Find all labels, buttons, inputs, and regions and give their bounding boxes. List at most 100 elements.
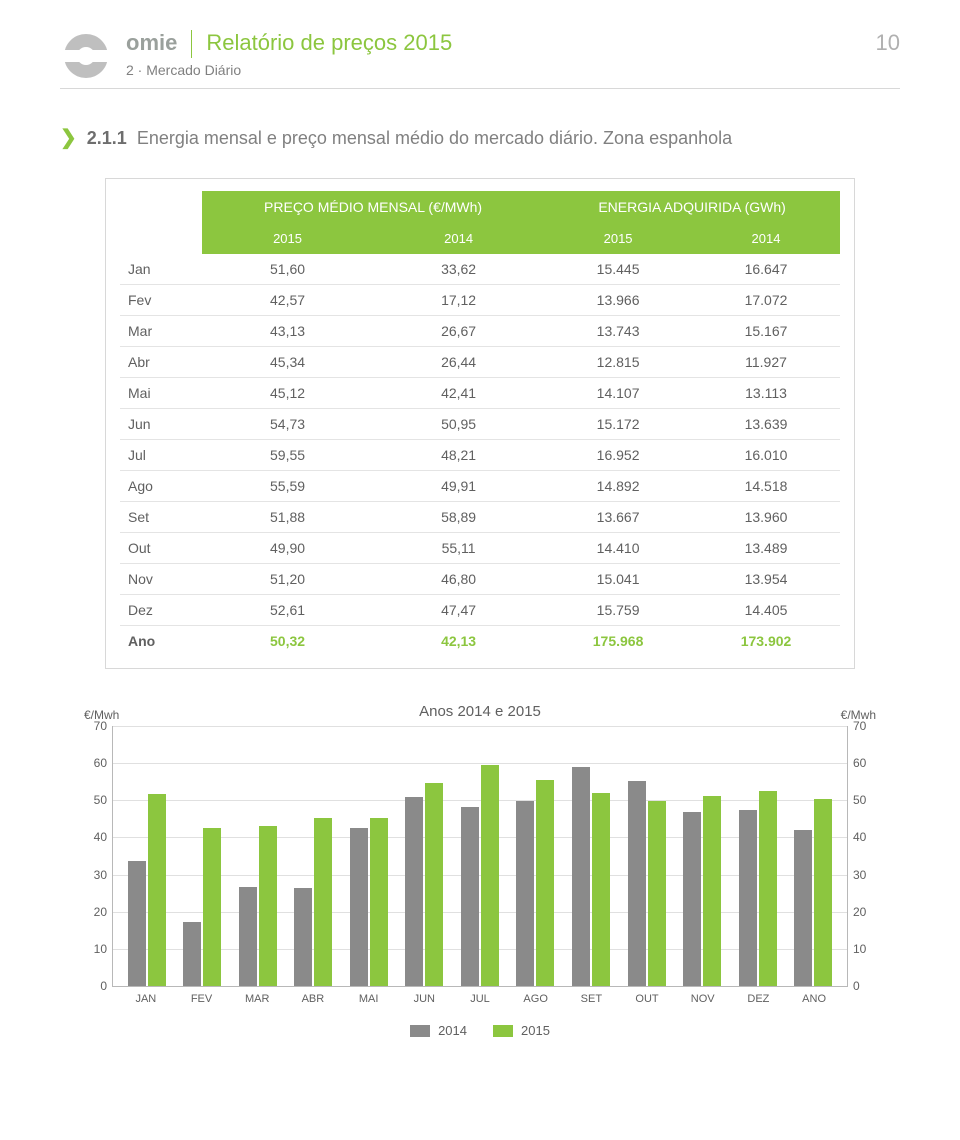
total-cell: 42,13 [373,626,544,657]
bar [425,783,443,986]
month-cell: Ago [120,471,202,502]
value-cell: 43,13 [202,316,373,347]
bar [628,781,646,986]
bar [516,801,534,986]
y-tick-left: 10 [83,942,107,956]
value-cell: 51,88 [202,502,373,533]
legend-label: 2015 [521,1023,550,1038]
value-cell: 49,91 [373,471,544,502]
value-cell: 51,20 [202,564,373,595]
value-cell: 55,11 [373,533,544,564]
x-tick: OUT [619,993,675,1005]
value-cell: 45,34 [202,347,373,378]
x-tick: AGO [508,993,564,1005]
bar [183,922,201,986]
legend-swatch-icon [410,1025,430,1037]
chart-legend: 20142015 [60,1023,900,1038]
bar [739,810,757,986]
value-cell: 13.667 [544,502,692,533]
value-cell: 55,59 [202,471,373,502]
section-number: 2.1.1 [87,128,127,149]
section-heading: ❯ 2.1.1 Energia mensal e preço mensal mé… [60,125,900,150]
table-row: Fev42,5717,1213.96617.072 [120,285,840,316]
y-tick-left: 60 [83,756,107,770]
page-header: omie Relatório de preços 2015 2 · Mercad… [60,30,900,89]
month-cell: Jan [120,254,202,285]
bar [294,888,312,986]
bar [572,767,590,986]
bar [536,780,554,986]
total-cell: 50,32 [202,626,373,657]
value-cell: 14.892 [544,471,692,502]
bar-group [619,781,675,986]
value-cell: 13.743 [544,316,692,347]
y-tick-left: 70 [83,719,107,733]
value-cell: 15.041 [544,564,692,595]
table-row: Dez52,6147,4715.75914.405 [120,595,840,626]
report-title: Relatório de preços 2015 [206,30,452,56]
bar [148,794,166,986]
value-cell: 17,12 [373,285,544,316]
value-cell: 26,44 [373,347,544,378]
chevron-right-icon: ❯ [60,125,77,150]
x-tick: JUL [452,993,508,1005]
bar [203,828,221,986]
value-cell: 46,80 [373,564,544,595]
bar [794,830,812,986]
bar [314,818,332,986]
value-cell: 15.172 [544,409,692,440]
page-number: 10 [876,30,900,56]
breadcrumb: 2 · Mercado Diário [126,62,862,78]
x-tick: JAN [118,993,174,1005]
bar [259,826,277,986]
value-cell: 54,73 [202,409,373,440]
x-tick: DEZ [731,993,787,1005]
col-group-energy: ENERGIA ADQUIRIDA (GWh) [544,191,840,223]
value-cell: 48,21 [373,440,544,471]
bar-group [674,796,730,986]
table-row: Mar43,1326,6713.74315.167 [120,316,840,347]
col-year: 2015 [544,223,692,254]
bar [592,793,610,986]
section-title: Energia mensal e preço mensal médio do m… [137,128,732,149]
value-cell: 42,57 [202,285,373,316]
value-cell: 11.927 [692,347,840,378]
bar [481,765,499,986]
bar [350,828,368,986]
price-bar-chart: €/Mwh €/Mwh 0010102020303040405050606070… [70,726,890,1005]
bar-group [230,826,286,986]
value-cell: 16.647 [692,254,840,285]
y-tick-left: 50 [83,793,107,807]
month-cell: Set [120,502,202,533]
legend-swatch-icon [493,1025,513,1037]
bar [370,818,388,986]
bar [239,887,257,986]
col-group-price: PREÇO MÉDIO MENSAL (€/MWh) [202,191,544,223]
value-cell: 12.815 [544,347,692,378]
table-row: Ago55,5949,9114.89214.518 [120,471,840,502]
month-cell: Dez [120,595,202,626]
table-row: Nov51,2046,8015.04113.954 [120,564,840,595]
value-cell: 16.010 [692,440,840,471]
value-cell: 51,60 [202,254,373,285]
y-tick-left: 40 [83,830,107,844]
bar [648,801,666,986]
col-year: 2014 [373,223,544,254]
value-cell: 42,41 [373,378,544,409]
bar [461,807,479,986]
y-tick-right: 20 [853,905,877,919]
y-tick-right: 40 [853,830,877,844]
value-cell: 13.954 [692,564,840,595]
value-cell: 13.960 [692,502,840,533]
brand-wordmark: omie [126,30,177,56]
table-row: Abr45,3426,4412.81511.927 [120,347,840,378]
y-tick-right: 30 [853,868,877,882]
bar [759,791,777,986]
y-tick-right: 50 [853,793,877,807]
price-energy-table: PREÇO MÉDIO MENSAL (€/MWh) ENERGIA ADQUI… [105,178,855,669]
value-cell: 13.966 [544,285,692,316]
legend-item: 2015 [493,1023,550,1038]
value-cell: 45,12 [202,378,373,409]
month-cell: Mar [120,316,202,347]
x-tick: ANO [786,993,842,1005]
